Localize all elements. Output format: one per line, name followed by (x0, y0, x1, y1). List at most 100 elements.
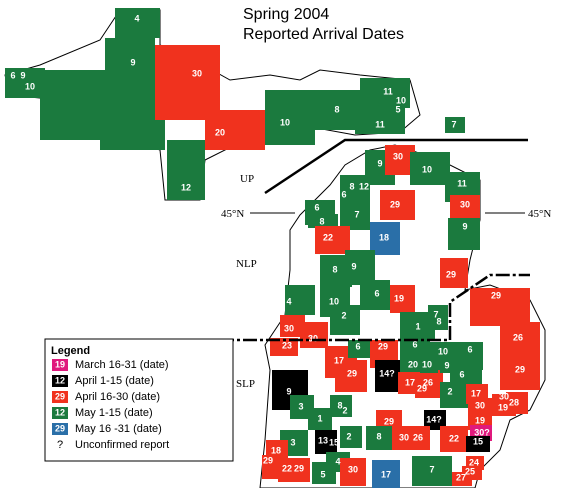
county (420, 357, 438, 373)
county (360, 78, 410, 108)
county-label: 30? (474, 427, 490, 437)
county (300, 322, 328, 348)
county (380, 190, 415, 220)
county-label: 22 (282, 463, 292, 473)
county-label: 25 (465, 466, 475, 476)
county-label: 9 (462, 221, 467, 231)
county (360, 280, 390, 310)
county-label: 19 (498, 402, 508, 412)
legend-key: 12 (55, 407, 65, 417)
county-label: 1 (415, 321, 420, 331)
county-label: 6 (341, 189, 346, 199)
county-label: 26 (413, 432, 423, 442)
county-label: 29 (263, 455, 273, 465)
county (440, 382, 468, 408)
county-label: 8 (337, 400, 342, 410)
county (115, 8, 160, 38)
county (500, 356, 540, 390)
region-label: NLP (236, 258, 257, 270)
county-label: 6 (314, 202, 319, 212)
county (345, 250, 375, 285)
county-label: 19 (394, 293, 404, 303)
county-label: 30 (393, 151, 403, 161)
county-label: 1 (317, 413, 322, 423)
county-label: 6 (10, 70, 15, 80)
county (440, 426, 468, 452)
county (265, 90, 315, 145)
county-label: 6 (412, 339, 417, 349)
slp-boundary (220, 273, 530, 342)
county-label: 24 (469, 457, 479, 467)
county-label: 9 (20, 70, 25, 80)
county (280, 315, 305, 337)
legend-label: March 16-31 (date) (75, 359, 169, 371)
county-label: 5 (320, 469, 325, 479)
county-label: 20 (408, 359, 418, 369)
county (312, 462, 336, 484)
county (398, 372, 420, 394)
county (330, 305, 360, 335)
county-label: 2 (447, 386, 452, 396)
county (466, 436, 490, 452)
county (205, 110, 265, 150)
legend-key: 29 (55, 423, 65, 433)
county-label: 26 (513, 332, 523, 342)
county-label: 29 (446, 269, 456, 279)
county-label: 7 (451, 119, 456, 129)
county-label: 13 (318, 435, 328, 445)
county-label: 11 (375, 119, 385, 129)
county-label: 6 (467, 344, 472, 354)
county-label: 5 (395, 104, 400, 114)
county-label: 10 (438, 346, 448, 356)
county-label: 19 (475, 415, 485, 425)
county-label: 15 (329, 437, 339, 447)
county-label: 29 (491, 290, 501, 300)
county-label: 30 (499, 391, 509, 401)
county (410, 152, 450, 185)
county-label: 22 (449, 433, 459, 443)
county (366, 426, 392, 450)
region-label: SLP (236, 378, 255, 390)
up-boundary (264, 138, 528, 195)
county-label: 9 (286, 386, 291, 396)
county-label: 3 (290, 437, 295, 447)
county-label: 30 (475, 400, 485, 410)
county-label: 10 (422, 359, 432, 369)
county (315, 90, 360, 130)
county-label: 7 (354, 209, 359, 219)
legend-symbol: ? (57, 439, 63, 451)
county (448, 218, 480, 250)
county (428, 305, 448, 330)
county (424, 410, 446, 430)
county (278, 458, 296, 482)
county (167, 140, 205, 200)
county-label: 2 (346, 431, 351, 441)
county-label: 8 (334, 104, 339, 114)
county-label: 17 (471, 388, 481, 398)
county (500, 322, 540, 360)
county-label: 11 (457, 178, 467, 188)
county (340, 426, 362, 448)
legend-swatch (52, 359, 68, 371)
county-label: 7 (433, 309, 438, 319)
county-fill (100, 95, 165, 150)
county-label: 15 (473, 436, 483, 446)
county-label: 29 (384, 416, 394, 426)
county (335, 360, 367, 392)
legend-key: 12 (55, 375, 65, 385)
county-label: 11 (383, 86, 393, 96)
county-label: 30 (308, 333, 318, 343)
county-label: 29 (515, 364, 525, 374)
county (285, 285, 315, 315)
legend-swatch (52, 407, 68, 419)
county-label: 6 (355, 341, 360, 351)
county-label: 7 (429, 464, 434, 474)
county (330, 395, 352, 417)
legend-swatch (52, 375, 68, 387)
county (392, 426, 414, 450)
county-label: 27 (456, 472, 466, 482)
county (5, 68, 45, 98)
county (470, 288, 530, 326)
county-label: 18 (379, 232, 389, 242)
